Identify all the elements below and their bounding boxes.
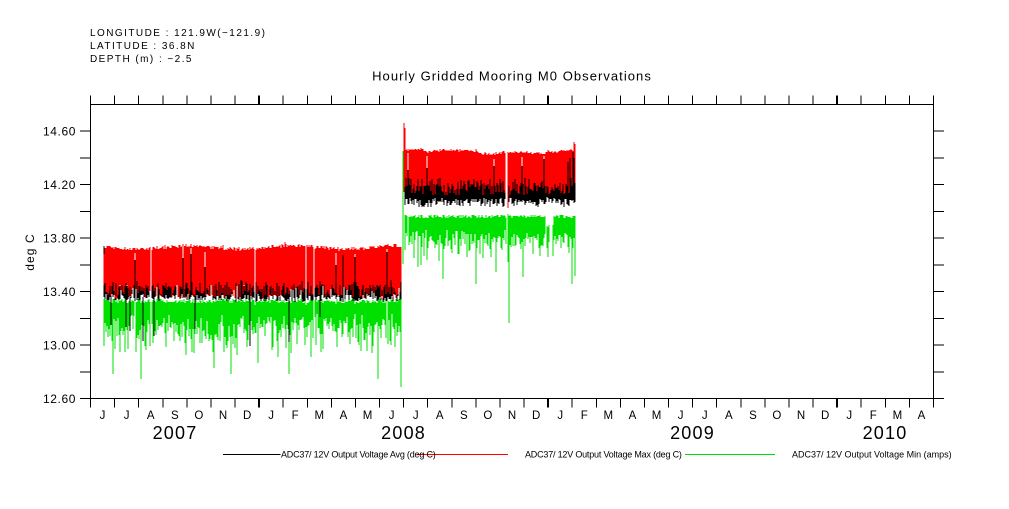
svg-text:14.20: 14.20 xyxy=(43,178,76,192)
svg-text:2009: 2009 xyxy=(670,423,715,443)
svg-text:M: M xyxy=(604,410,614,422)
svg-text:F: F xyxy=(292,410,299,422)
svg-text:M: M xyxy=(315,410,325,422)
svg-text:J: J xyxy=(557,410,563,422)
svg-text:F: F xyxy=(870,410,877,422)
svg-text:ADC37/ 12V Output Voltage Max: ADC37/ 12V Output Voltage Max (deg C) xyxy=(525,450,682,460)
svg-text:LONGITUDE : 121.9W(−121.9): LONGITUDE : 121.9W(−121.9) xyxy=(90,28,266,39)
svg-text:J: J xyxy=(389,410,395,422)
svg-text:J: J xyxy=(100,410,106,422)
svg-text:ADC37/ 12V Output Voltage Avg: ADC37/ 12V Output Voltage Avg (deg C) xyxy=(281,450,436,460)
svg-text:DEPTH (m) : −2.5: DEPTH (m) : −2.5 xyxy=(90,54,193,65)
svg-text:M: M xyxy=(893,410,903,422)
svg-text:S: S xyxy=(171,410,179,422)
svg-text:J: J xyxy=(413,410,419,422)
svg-text:D: D xyxy=(821,410,829,422)
svg-text:N: N xyxy=(797,410,805,422)
svg-text:13.80: 13.80 xyxy=(43,232,76,246)
svg-text:A: A xyxy=(629,410,637,422)
svg-text:J: J xyxy=(678,410,684,422)
svg-text:O: O xyxy=(194,410,203,422)
svg-text:M: M xyxy=(363,410,373,422)
svg-text:2007: 2007 xyxy=(153,423,198,443)
svg-text:12.60: 12.60 xyxy=(43,392,76,406)
svg-text:ADC37/ 12V Output Voltage Min: ADC37/ 12V Output Voltage Min (amps) xyxy=(792,450,952,460)
svg-text:13.00: 13.00 xyxy=(43,339,76,353)
svg-text:D: D xyxy=(532,410,540,422)
svg-text:N: N xyxy=(508,410,516,422)
svg-text:S: S xyxy=(749,410,757,422)
svg-text:LATITUDE : 36.8N: LATITUDE : 36.8N xyxy=(90,41,196,52)
svg-text:2010: 2010 xyxy=(863,423,908,443)
svg-text:J: J xyxy=(846,410,852,422)
svg-text:J: J xyxy=(124,410,130,422)
svg-text:S: S xyxy=(460,410,468,422)
svg-text:D: D xyxy=(243,410,251,422)
svg-text:13.40: 13.40 xyxy=(43,285,76,299)
svg-text:F: F xyxy=(581,410,588,422)
svg-text:O: O xyxy=(772,410,781,422)
svg-text:A: A xyxy=(436,410,444,422)
svg-text:J: J xyxy=(702,410,708,422)
svg-text:A: A xyxy=(340,410,348,422)
svg-text:N: N xyxy=(219,410,227,422)
svg-text:O: O xyxy=(483,410,492,422)
svg-text:J: J xyxy=(268,410,274,422)
svg-text:A: A xyxy=(725,410,733,422)
svg-text:A: A xyxy=(147,410,155,422)
svg-text:M: M xyxy=(652,410,662,422)
svg-text:deg C: deg C xyxy=(23,233,37,271)
svg-text:A: A xyxy=(918,410,926,422)
svg-text:14.60: 14.60 xyxy=(43,125,76,139)
svg-text:Hourly Gridded Mooring M0 Obse: Hourly Gridded Mooring M0 Observations xyxy=(372,69,652,84)
svg-text:2008: 2008 xyxy=(381,423,426,443)
